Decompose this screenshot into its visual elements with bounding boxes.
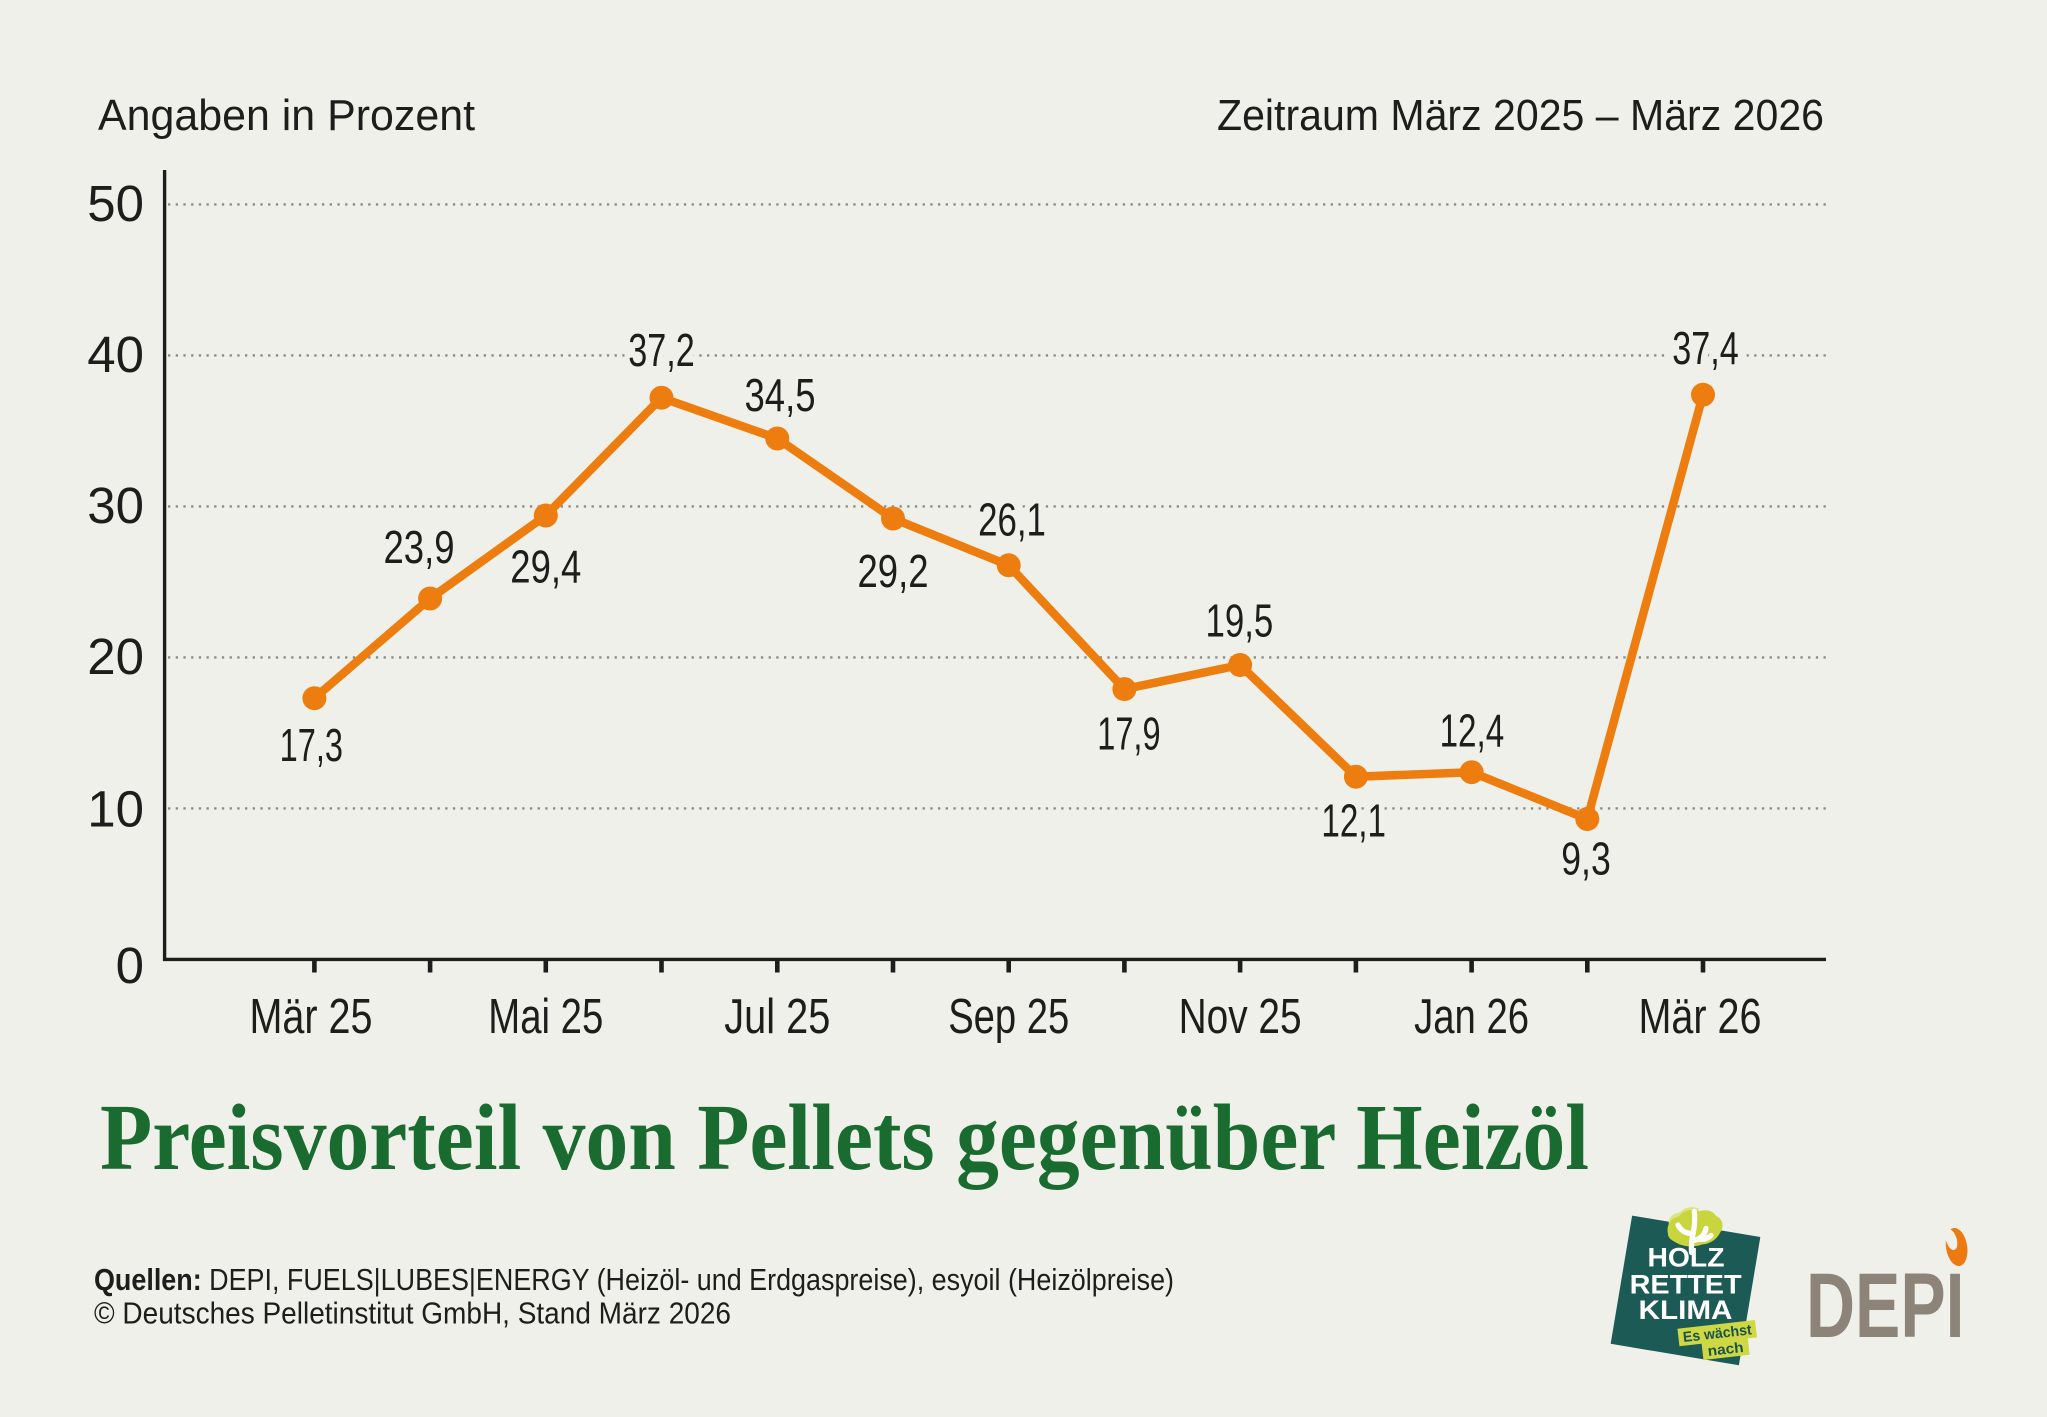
svg-text:20: 20 — [87, 628, 144, 685]
svg-text:nach: nach — [1707, 1340, 1745, 1360]
svg-text:HOLZ: HOLZ — [1648, 1243, 1725, 1273]
svg-text:© Deutsches Pelletinstitut Gmb: © Deutsches Pelletinstitut GmbH, Stand M… — [94, 1296, 731, 1330]
svg-text:KLIMA: KLIMA — [1639, 1295, 1733, 1325]
svg-text:12,1: 12,1 — [1321, 795, 1386, 847]
svg-text:30: 30 — [87, 477, 144, 534]
svg-text:Jan 26: Jan 26 — [1414, 990, 1529, 1044]
svg-text:DEPI: DEPI — [1806, 1255, 1965, 1357]
svg-text:Zeitraum März 2025 – März 2026: Zeitraum März 2025 – März 2026 — [1217, 92, 1824, 140]
svg-text:Preisvorteil von Pellets gegen: Preisvorteil von Pellets gegenüber Heizö… — [100, 1086, 1589, 1190]
svg-text:Es wächst: Es wächst — [1682, 1322, 1753, 1346]
svg-text:12,4: 12,4 — [1440, 705, 1505, 757]
svg-text:Mär 25: Mär 25 — [250, 990, 373, 1044]
svg-text:10: 10 — [87, 781, 144, 838]
svg-text:Jul 25: Jul 25 — [724, 990, 830, 1044]
svg-text:29,2: 29,2 — [858, 545, 929, 597]
svg-text:Sep 25: Sep 25 — [948, 990, 1069, 1044]
svg-text:37,4: 37,4 — [1672, 322, 1739, 374]
svg-text:Mai 25: Mai 25 — [488, 990, 603, 1044]
svg-text:40: 40 — [87, 326, 144, 383]
svg-text:Mär 26: Mär 26 — [1639, 990, 1762, 1044]
svg-text:Angaben in Prozent: Angaben in Prozent — [98, 92, 475, 140]
svg-text:50: 50 — [87, 175, 144, 232]
svg-text:Quellen: DEPI, FUELS|LUBES|ENE: Quellen: DEPI, FUELS|LUBES|ENERGY (Heizö… — [94, 1263, 1174, 1297]
svg-text:17,9: 17,9 — [1097, 708, 1160, 760]
svg-text:23,9: 23,9 — [384, 521, 455, 573]
svg-text:0: 0 — [116, 937, 144, 994]
svg-text:17,3: 17,3 — [280, 719, 343, 771]
svg-text:RETTET: RETTET — [1630, 1269, 1742, 1299]
svg-text:34,5: 34,5 — [745, 369, 816, 421]
svg-text:9,3: 9,3 — [1561, 833, 1611, 885]
svg-text:26,1: 26,1 — [978, 493, 1046, 545]
svg-text:Nov 25: Nov 25 — [1179, 990, 1302, 1044]
svg-text:29,4: 29,4 — [510, 540, 581, 592]
svg-text:37,2: 37,2 — [628, 324, 695, 376]
svg-text:19,5: 19,5 — [1206, 595, 1274, 647]
